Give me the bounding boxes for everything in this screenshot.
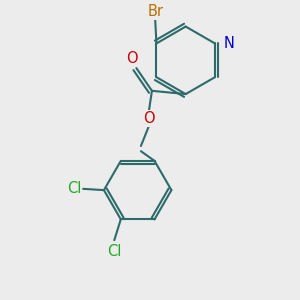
Text: O: O xyxy=(126,51,138,66)
Text: Cl: Cl xyxy=(107,244,122,259)
Text: Cl: Cl xyxy=(67,181,81,196)
Text: O: O xyxy=(143,111,154,126)
Text: N: N xyxy=(224,36,235,51)
Text: Br: Br xyxy=(147,4,163,19)
